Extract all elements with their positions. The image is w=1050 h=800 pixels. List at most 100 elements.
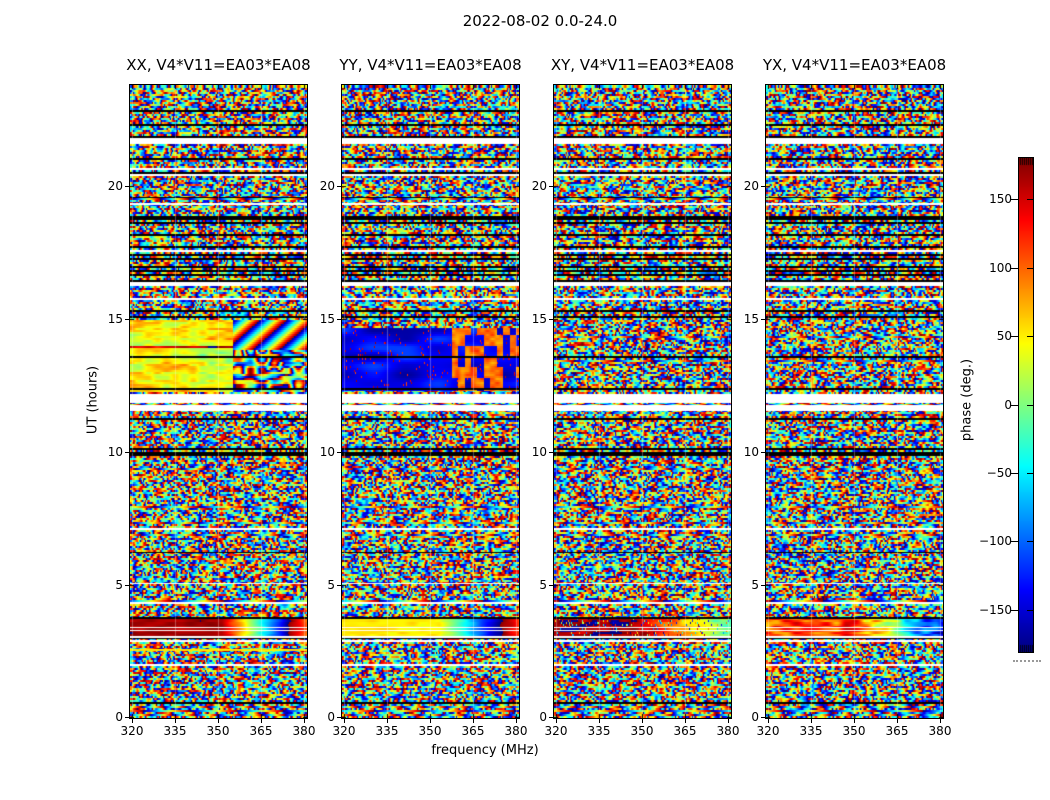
colorbar-tick-mark-right <box>1027 609 1033 611</box>
x-tick-label: 335 <box>375 724 399 738</box>
y-tick-mark <box>125 186 129 187</box>
x-tick-mark <box>685 719 686 723</box>
colorbar-tick-mark-left <box>1010 609 1018 611</box>
y-tick-label: 0 <box>327 710 335 724</box>
colorbar-gradient <box>1019 158 1033 652</box>
colorbar-tick-mark-right <box>1027 541 1033 543</box>
colorbar-tick-mark-left <box>1010 404 1018 406</box>
y-tick-label: 10 <box>319 445 335 459</box>
y-tick-mark <box>549 585 553 586</box>
colorbar-tick-label: 0 <box>1004 397 1012 412</box>
heatmap-canvas-xy <box>554 85 731 718</box>
x-tick-mark <box>642 719 643 723</box>
panel-title-yy: YY, V4*V11=EA03*EA08 <box>339 56 522 74</box>
y-tick-mark <box>761 186 765 187</box>
x-tick-mark <box>344 719 345 723</box>
x-tick-label: 320 <box>120 724 144 738</box>
y-tick-label: 0 <box>115 710 123 724</box>
x-tick-label: 320 <box>544 724 568 738</box>
panel-title-xy: XY, V4*V11=EA03*EA08 <box>550 56 735 74</box>
x-tick-label: 350 <box>630 724 654 738</box>
x-tick-label: 335 <box>799 724 823 738</box>
colorbar-tick-mark-right <box>1027 404 1033 406</box>
y-tick-mark <box>549 452 553 453</box>
y-tick-label: 15 <box>743 312 759 326</box>
x-tick-mark <box>304 719 305 723</box>
y-tick-mark <box>761 452 765 453</box>
heatmap-panel-yy <box>341 84 520 719</box>
x-tick-label: 320 <box>332 724 356 738</box>
y-tick-mark <box>125 452 129 453</box>
colorbar <box>1018 157 1034 653</box>
colorbar-end-dots <box>1013 660 1041 662</box>
x-tick-mark <box>175 719 176 723</box>
y-tick-mark <box>337 319 341 320</box>
y-tick-mark <box>337 717 341 718</box>
y-tick-label: 5 <box>327 578 335 592</box>
x-tick-mark <box>516 719 517 723</box>
colorbar-tick-mark-right <box>1027 199 1033 201</box>
x-tick-label: 365 <box>673 724 697 738</box>
colorbar-tick-label: 150 <box>989 192 1012 207</box>
y-tick-label: 10 <box>107 445 123 459</box>
x-tick-label: 365 <box>461 724 485 738</box>
x-tick-mark <box>261 719 262 723</box>
heatmap-canvas-yy <box>342 85 519 718</box>
x-tick-label: 350 <box>842 724 866 738</box>
y-tick-label: 5 <box>751 578 759 592</box>
colorbar-tick-label: 100 <box>989 260 1012 275</box>
y-tick-label: 10 <box>531 445 547 459</box>
y-tick-label: 0 <box>539 710 547 724</box>
y-tick-mark <box>549 186 553 187</box>
x-tick-mark <box>556 719 557 723</box>
x-tick-label: 380 <box>716 724 740 738</box>
y-tick-label: 15 <box>107 312 123 326</box>
x-tick-label: 335 <box>163 724 187 738</box>
x-tick-label: 380 <box>928 724 952 738</box>
colorbar-tick-mark-left <box>1010 267 1018 269</box>
y-tick-mark <box>337 452 341 453</box>
figure-title: 2022-08-02 0.0-24.0 <box>462 12 618 30</box>
x-tick-mark <box>387 719 388 723</box>
x-tick-mark <box>854 719 855 723</box>
colorbar-tick-mark-left <box>1010 541 1018 543</box>
x-tick-label: 365 <box>885 724 909 738</box>
colorbar-tick-mark-left <box>1010 199 1018 201</box>
y-tick-label: 20 <box>743 179 759 193</box>
x-tick-label: 350 <box>418 724 442 738</box>
y-axis-label: UT (hours) <box>85 365 101 435</box>
colorbar-label: phase (deg.) <box>959 358 975 442</box>
colorbar-tick-mark-right <box>1027 267 1033 269</box>
heatmap-panel-xx <box>129 84 308 719</box>
y-tick-label: 20 <box>319 179 335 193</box>
x-tick-label: 365 <box>249 724 273 738</box>
x-tick-mark <box>599 719 600 723</box>
x-tick-label: 380 <box>504 724 528 738</box>
y-tick-label: 0 <box>751 710 759 724</box>
colorbar-tick-mark-left <box>1010 336 1018 338</box>
y-tick-mark <box>761 319 765 320</box>
y-tick-mark <box>337 585 341 586</box>
x-axis-label: frequency (MHz) <box>431 743 539 758</box>
heatmap-canvas-yx <box>766 85 943 718</box>
colorbar-tick-label: 50 <box>996 329 1012 344</box>
x-tick-mark <box>132 719 133 723</box>
y-tick-label: 5 <box>115 578 123 592</box>
x-tick-mark <box>897 719 898 723</box>
panel-title-xx: XX, V4*V11=EA03*EA08 <box>126 56 311 74</box>
y-tick-label: 15 <box>531 312 547 326</box>
x-tick-mark <box>940 719 941 723</box>
y-tick-label: 5 <box>539 578 547 592</box>
colorbar-tick-label: −100 <box>979 534 1012 549</box>
colorbar-tick-mark-left <box>1010 472 1018 474</box>
x-tick-mark <box>811 719 812 723</box>
heatmap-panel-yx <box>765 84 944 719</box>
panel-title-yx: YX, V4*V11=EA03*EA08 <box>762 56 947 74</box>
x-tick-label: 335 <box>587 724 611 738</box>
y-tick-mark <box>761 717 765 718</box>
x-tick-mark <box>768 719 769 723</box>
colorbar-tick-label: −150 <box>979 602 1012 617</box>
y-tick-label: 10 <box>743 445 759 459</box>
y-tick-mark <box>761 585 765 586</box>
